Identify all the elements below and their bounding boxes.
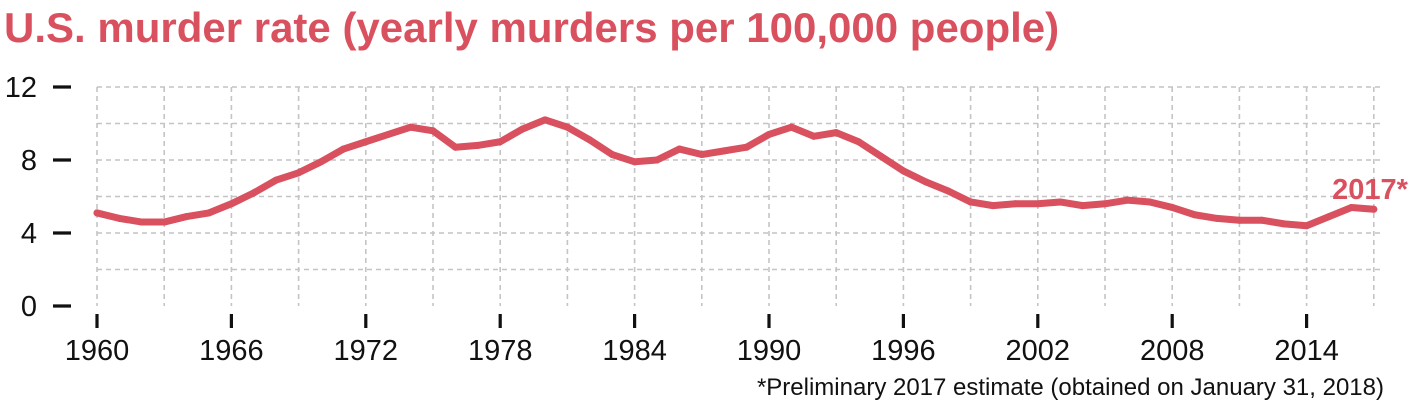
data-point <box>250 189 258 197</box>
data-point <box>115 214 123 222</box>
data-point <box>944 187 952 195</box>
data-point <box>227 200 235 208</box>
y-tick-label: 0 <box>21 291 37 323</box>
data-point <box>429 127 437 135</box>
x-tick-label: 1972 <box>334 335 399 367</box>
data-point <box>317 158 325 166</box>
data-point <box>295 169 303 177</box>
data-point <box>183 213 191 221</box>
data-point <box>1146 198 1154 206</box>
data-point <box>989 202 997 210</box>
data-point <box>743 143 751 151</box>
data-point <box>967 198 975 206</box>
x-tick-label: 1966 <box>199 335 264 367</box>
x-tick-label: 1960 <box>65 335 130 367</box>
data-point <box>765 130 773 138</box>
footnote: *Preliminary 2017 estimate (obtained on … <box>756 374 1384 401</box>
x-tick-label: 2008 <box>1140 335 1205 367</box>
data-point <box>407 123 415 131</box>
data-point <box>922 178 930 186</box>
x-tick-label: 1996 <box>871 335 936 367</box>
data-point <box>1325 213 1333 221</box>
data-point <box>1235 216 1243 224</box>
chart-title: U.S. murder rate (yearly murders per 100… <box>4 4 1060 51</box>
axes: 0 4 8 12 1960 1966 1972 1978 1984 1990 1996 2002 200… <box>5 72 1339 367</box>
data-point <box>563 123 571 131</box>
data-point <box>384 130 392 138</box>
x-tick-label: 2002 <box>1006 335 1071 367</box>
data-point <box>1347 203 1355 211</box>
data-point <box>586 136 594 144</box>
y-tick-label: 12 <box>5 72 37 104</box>
data-point <box>832 129 840 137</box>
data-point <box>1034 200 1042 208</box>
data-point <box>720 147 728 155</box>
data-point <box>138 218 146 226</box>
data-point <box>631 158 639 166</box>
data-point <box>855 138 863 146</box>
data-point <box>1213 214 1221 222</box>
data-point <box>810 132 818 140</box>
grid <box>96 86 1383 306</box>
data-point <box>496 138 504 146</box>
data-point <box>362 138 370 146</box>
y-tick-label: 8 <box>21 145 37 177</box>
data-point <box>1370 205 1378 213</box>
data-point <box>1191 211 1199 219</box>
y-tick-label: 4 <box>21 218 37 250</box>
series <box>93 116 1378 230</box>
data-point <box>877 152 885 160</box>
x-tick-label: 1978 <box>468 335 533 367</box>
data-point <box>519 125 527 133</box>
end-annotation-label: 2017* <box>1332 174 1409 206</box>
data-point <box>272 176 280 184</box>
data-point <box>160 218 168 226</box>
x-tick-label: 1984 <box>602 335 667 367</box>
data-point <box>1079 202 1087 210</box>
data-point <box>1123 196 1131 204</box>
series-line <box>93 116 1378 230</box>
data-point <box>339 145 347 153</box>
data-point <box>1280 220 1288 228</box>
data-point <box>451 143 459 151</box>
data-point <box>1258 216 1266 224</box>
data-point <box>698 151 706 159</box>
data-point <box>205 209 213 217</box>
data-point <box>1101 200 1109 208</box>
data-point <box>1011 200 1019 208</box>
data-point <box>93 209 101 217</box>
x-tick-label: 1990 <box>737 335 802 367</box>
data-point <box>541 116 549 124</box>
data-point <box>899 167 907 175</box>
data-point <box>608 151 616 159</box>
data-point <box>1056 198 1064 206</box>
data-point <box>474 141 482 149</box>
x-tick-label: 2014 <box>1274 335 1339 367</box>
data-point <box>653 156 661 164</box>
data-point <box>675 145 683 153</box>
data-point <box>1168 203 1176 211</box>
data-point <box>1303 222 1311 230</box>
data-point <box>787 123 795 131</box>
